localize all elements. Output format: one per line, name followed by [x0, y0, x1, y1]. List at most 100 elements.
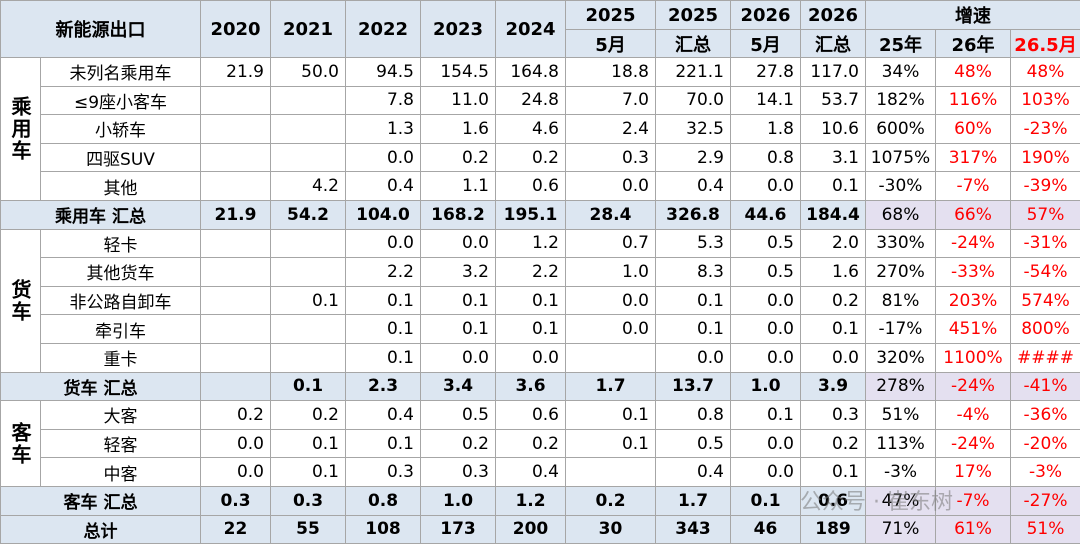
value-cell: 164.8 [495, 57, 566, 87]
table-row: 货车 汇总 0.1 2.3 3.4 3.6 1.7 13.7 1.0 3.9 278% -24% -4… [0, 371, 1080, 402]
value-cell: 21.9 [200, 199, 271, 230]
value-cell: 0.4 [345, 171, 421, 201]
value-cell: 0.4 [655, 171, 731, 201]
value-cell: 7.8 [345, 85, 421, 116]
value-cell: 0.2 [495, 142, 566, 173]
value-cell: 2.3 [345, 371, 421, 402]
value-cell: 1.2 [495, 485, 566, 516]
value-cell: 184.4 [800, 199, 866, 230]
value-cell: 0.6 [495, 171, 566, 201]
value-cell: 0.2 [420, 142, 496, 173]
value-cell: 55 [270, 514, 346, 544]
value-cell: 0.1 [655, 285, 731, 316]
value-cell: 0.0 [730, 285, 801, 316]
growth-cell: 574% [1009, 285, 1080, 316]
value-cell: 0.2 [800, 428, 866, 459]
value-cell: 3.6 [495, 371, 566, 402]
row-name: 轻卡 [40, 228, 201, 259]
value-cell: 0.0 [730, 457, 801, 487]
header-sub: 汇总 [800, 29, 866, 58]
value-cell [270, 228, 346, 259]
value-cell: 173 [420, 514, 496, 544]
value-cell: 13.7 [655, 371, 731, 402]
grand-total-name: 总计 [0, 514, 201, 544]
value-cell [270, 114, 346, 144]
value-cell: 2.2 [345, 257, 421, 287]
value-cell: 4.6 [495, 114, 566, 144]
table-row: 中客 0.0 0.1 0.3 0.3 0.4 0.4 0.0 0.1 -3% 17% -3% [1, 457, 1080, 487]
value-cell: 0.1 [345, 285, 421, 316]
table-row: 5月 汇总 5月 汇总 25年 26年 26.5月 [1, 29, 1080, 58]
value-cell: 0.2 [565, 485, 656, 516]
value-cell: 1.0 [420, 485, 496, 516]
row-name: 非公路自卸车 [40, 285, 201, 316]
row-name: 中客 [40, 457, 201, 487]
value-cell: 0.3 [200, 485, 271, 516]
value-cell [200, 285, 271, 316]
value-cell: 1.1 [420, 171, 496, 201]
row-name: 四驱SUV [40, 142, 201, 173]
value-cell: 1.2 [495, 228, 566, 259]
growth-cell: 66% [935, 199, 1011, 230]
value-cell: 189 [800, 514, 866, 544]
value-cell: 117.0 [800, 57, 866, 87]
growth-cell: 203% [935, 285, 1011, 316]
table-row: ≤9座小客车 7.8 11.0 24.8 7.0 70.0 14.1 53.7 182% 116%… [1, 85, 1080, 116]
growth-cell: 71% [865, 514, 936, 544]
value-cell: 343 [655, 514, 731, 544]
value-cell: 30 [565, 514, 656, 544]
table-row: 客车 汇总 0.3 0.3 0.8 1.0 1.2 0.2 1.7 0.1 0.6 47% -7% -2… [0, 485, 1080, 516]
value-cell [270, 342, 346, 373]
value-cell [270, 314, 346, 344]
growth-cell: 317% [935, 142, 1011, 173]
header-growth: 增速 [864, 0, 1080, 30]
value-cell: 0.3 [800, 400, 866, 430]
value-cell: 0.8 [345, 485, 421, 516]
growth-cell: 68% [865, 199, 936, 230]
value-cell: 0.2 [270, 400, 346, 430]
value-cell [200, 257, 271, 287]
row-name: ≤9座小客车 [40, 85, 201, 116]
value-cell: 0.0 [565, 171, 656, 201]
row-name: 牵引车 [40, 314, 201, 344]
header-sub: 汇总 [655, 29, 731, 58]
row-name: 未列名乘用车 [40, 57, 201, 87]
value-cell: 0.8 [730, 142, 801, 173]
value-cell: 0.8 [655, 400, 731, 430]
value-cell: 0.1 [565, 400, 656, 430]
growth-cell: 103% [1009, 85, 1080, 116]
growth-cell: -3% [865, 457, 936, 487]
value-cell [270, 142, 346, 173]
table-row: 客车 大客 0.2 0.2 0.4 0.5 0.6 0.1 0.8 0.1 0.3 51% -4% -36… [0, 400, 1080, 487]
value-cell: 0.1 [800, 457, 866, 487]
row-name: 小轿车 [40, 114, 201, 144]
value-cell: 0.1 [270, 428, 346, 459]
watermark: 公众号 · 崔东树 [800, 490, 953, 515]
value-cell: 0.1 [420, 314, 496, 344]
header-title: 新能源出口 [0, 0, 201, 58]
value-cell: 0.1 [345, 314, 421, 344]
value-cell: 2.9 [655, 142, 731, 173]
table-row: 重卡 0.1 0.0 0.0 0.0 0.0 0.0 320% 1100% #### [1, 342, 1080, 373]
growth-cell: 1100% [935, 342, 1011, 373]
growth-cell: #### [1009, 342, 1080, 373]
value-cell: 2.0 [800, 228, 866, 259]
value-cell: 0.0 [495, 342, 566, 373]
value-cell: 32.5 [655, 114, 731, 144]
value-cell: 0.1 [800, 314, 866, 344]
growth-cell: 182% [865, 85, 936, 116]
value-cell: 44.6 [730, 199, 801, 230]
value-cell: 1.8 [730, 114, 801, 144]
growth-cell: 61% [935, 514, 1011, 544]
value-cell: 0.5 [420, 400, 496, 430]
value-cell [270, 257, 346, 287]
value-cell: 0.1 [800, 171, 866, 201]
value-cell: 0.1 [345, 428, 421, 459]
row-name: 重卡 [40, 342, 201, 373]
value-cell: 1.7 [565, 371, 656, 402]
growth-cell: -54% [1009, 257, 1080, 287]
header-year: 2026 [730, 0, 801, 30]
table-row: 新能源出口 2020 2021 2022 2023 2024 2025 2025 2026 202… [0, 0, 1080, 58]
growth-cell: 270% [865, 257, 936, 287]
growth-cell: -31% [1009, 228, 1080, 259]
